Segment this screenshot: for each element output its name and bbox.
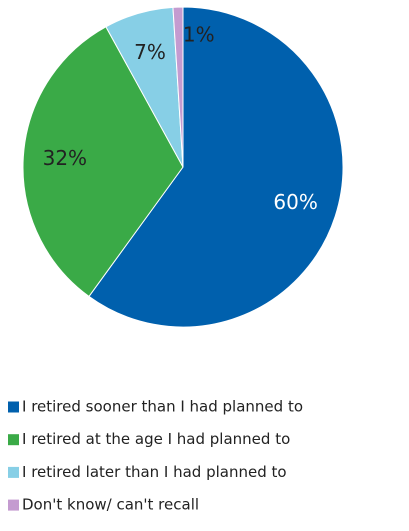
data-label: 7% (134, 40, 166, 64)
legend-label: I retired sooner than I had planned to (22, 398, 303, 416)
legend-label: I retired later than I had planned to (22, 463, 287, 481)
data-label: 32% (43, 146, 87, 170)
legend-label: I retired at the age I had planned to (22, 430, 290, 448)
legend-label: Don't know/ can't recall (22, 496, 199, 514)
data-label: 1% (183, 22, 215, 46)
legend-swatch (8, 499, 19, 511)
pie-slice (172, 6, 184, 168)
pie-slice (88, 6, 344, 328)
legend-swatch (8, 401, 19, 413)
legend-swatch (8, 434, 19, 446)
pie-slice (22, 26, 184, 298)
data-label: 60% (273, 190, 317, 214)
legend-swatch (8, 466, 19, 478)
